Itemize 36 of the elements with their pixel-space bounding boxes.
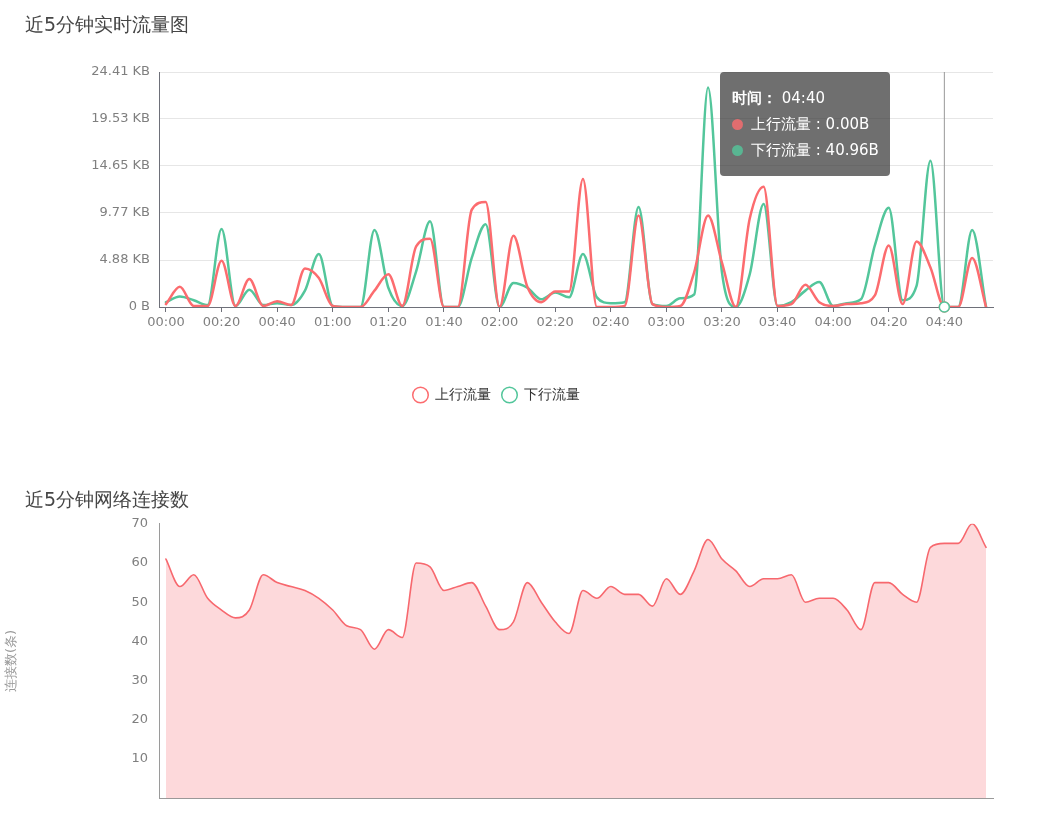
annotation: 下行流量 : 40.96B	[751, 140, 879, 161]
y-tick-label: 0 B	[128, 298, 150, 314]
legend-label: 下行流量	[523, 385, 580, 402]
x-tick-label: 00:20	[202, 314, 241, 330]
y-tick-label: 20	[131, 711, 148, 727]
y-tick-label: 30	[131, 671, 148, 687]
y-tick-label: 4.88 KB	[99, 251, 150, 267]
y-axis-title: 连接数(条)	[3, 629, 19, 693]
legend-label: 上行流量	[434, 385, 491, 402]
y-tick-label: 19.53 KB	[91, 110, 150, 126]
annotation: 上行流量 : 0.00B	[751, 114, 870, 135]
chart-title: 近5分钟网络连接数	[25, 488, 190, 510]
y-tick-label: 70	[131, 515, 148, 531]
x-tick-label: 03:40	[758, 314, 797, 330]
x-tick-label: 03:00	[647, 314, 686, 330]
x-tick-label: 02:40	[592, 314, 630, 330]
y-tick-label: 14.65 KB	[91, 157, 150, 173]
y-tick-label: 10	[131, 750, 148, 766]
x-tick-label: 02:00	[480, 314, 519, 330]
x-tick-label: 04:00	[814, 314, 852, 330]
x-tick-label: 00:40	[258, 314, 296, 330]
y-tick-label: 50	[131, 593, 148, 609]
x-tick-label: 03:20	[703, 314, 741, 330]
x-tick-label: 01:40	[425, 314, 463, 330]
x-tick-label: 04:40	[925, 314, 964, 330]
chart-title: 近5分钟实时流量图	[25, 13, 190, 35]
x-tick-label: 04:20	[870, 314, 908, 330]
x-tick-label: 00:00	[147, 314, 185, 330]
y-tick-label: 24.41 KB	[91, 63, 150, 79]
x-tick-label: 01:20	[369, 314, 408, 330]
y-tick-label: 9.77 KB	[99, 204, 150, 220]
annotation: 时间： 04:40	[732, 89, 825, 107]
y-tick-label: 40	[131, 632, 148, 648]
y-tick-label: 60	[131, 554, 148, 570]
x-tick-label: 01:00	[314, 314, 352, 330]
x-tick-label: 02:20	[536, 314, 574, 330]
